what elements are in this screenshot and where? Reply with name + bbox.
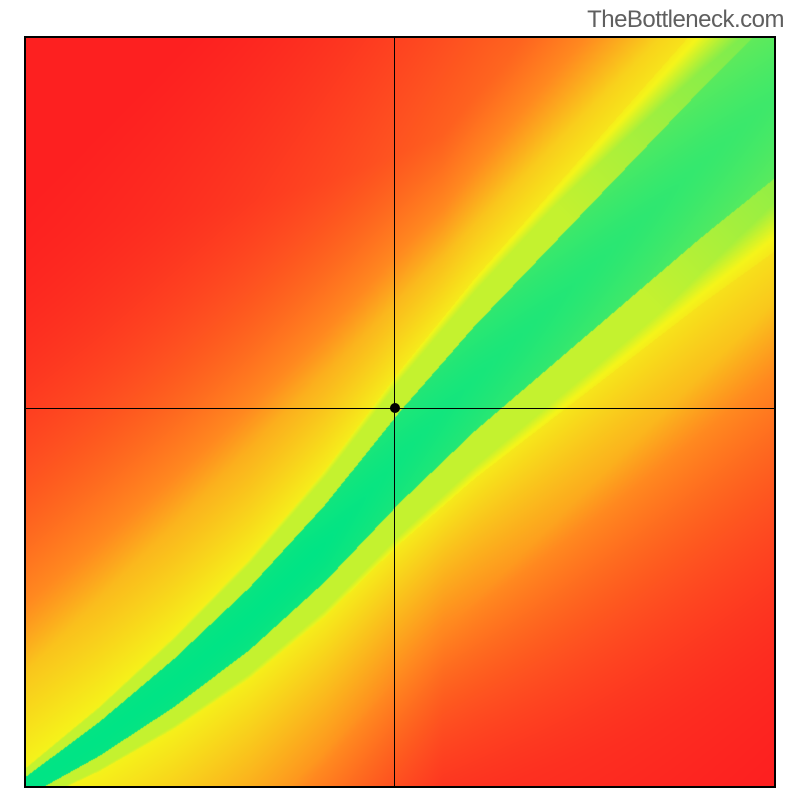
frame-left bbox=[24, 36, 26, 788]
heatmap-canvas bbox=[24, 36, 776, 788]
crosshair-horizontal bbox=[24, 408, 776, 409]
watermark-text: TheBottleneck.com bbox=[587, 6, 784, 34]
frame-top bbox=[24, 36, 776, 38]
marker-dot bbox=[390, 403, 400, 413]
frame-bottom bbox=[24, 786, 776, 788]
frame-right bbox=[774, 36, 776, 788]
chart-container: TheBottleneck.com bbox=[0, 0, 800, 800]
